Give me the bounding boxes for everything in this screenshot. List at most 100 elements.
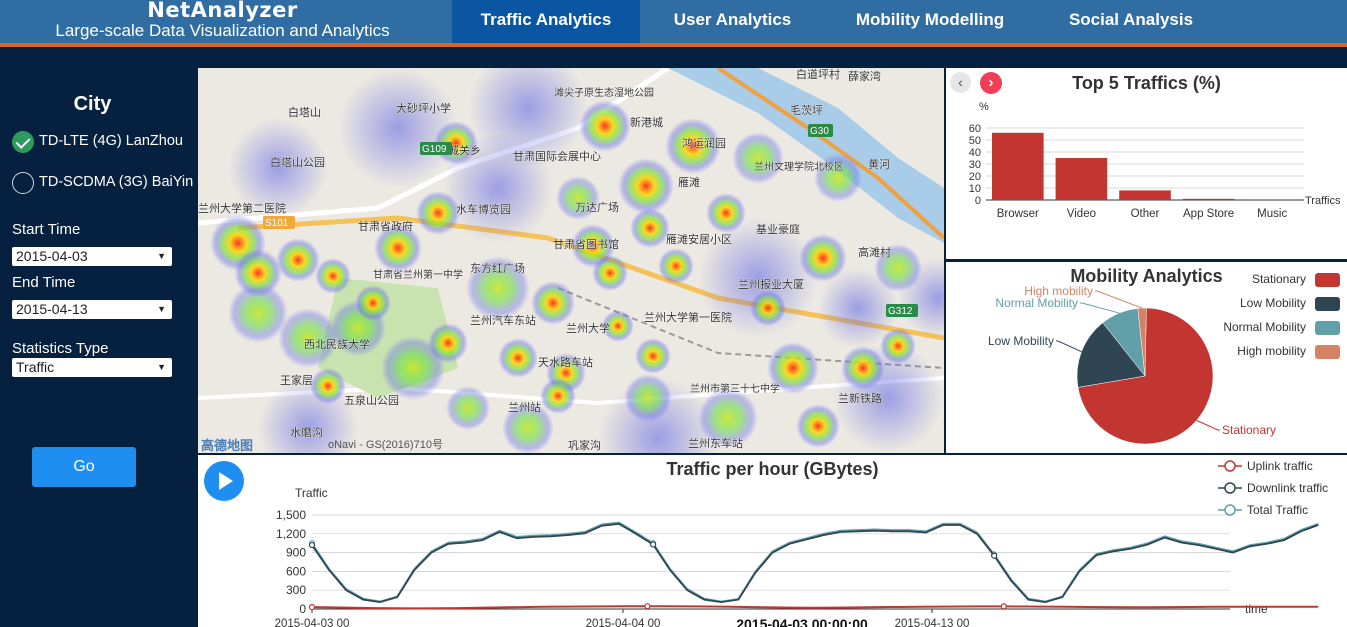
line-y-tick-label: 900 [286, 546, 306, 560]
map-place-label: 滩尖子原生态湿地公园 [554, 86, 654, 99]
pie-slice[interactable] [1077, 307, 1214, 445]
bar[interactable] [1182, 198, 1235, 200]
mobility-panel: Mobility Analytics Stationary Low Mobilit… [946, 262, 1347, 453]
line-series-2[interactable] [311, 521, 1319, 603]
nav-mobility-modelling[interactable]: Mobility Modelling [855, 10, 1005, 29]
heat-spot-hot [540, 378, 576, 414]
bar[interactable] [1055, 158, 1108, 200]
map-place-label: 雁滩安居小区 [666, 232, 732, 246]
line-point[interactable] [308, 541, 316, 549]
chevron-left-icon: ‹ [958, 74, 963, 90]
bar-category-label: App Store [1183, 208, 1234, 220]
end-time-label: End Time [12, 274, 76, 291]
pie-legend-swatch[interactable] [1315, 273, 1340, 287]
bar-category-label: Browser [997, 208, 1039, 220]
bar-chart-title: Top 5 Traffics (%) [1072, 73, 1221, 93]
app-title: NetAnalyzer [147, 0, 298, 22]
next-chart-button[interactable]: › [980, 72, 1002, 94]
road-shield [808, 124, 833, 137]
map-place-label: 兰州市第三十七中学 [690, 382, 780, 395]
heat-spot-hot [579, 100, 631, 152]
heat-spot-cool [818, 268, 898, 348]
map-place-label: 五泉山公园 [344, 393, 399, 407]
end-time-select[interactable]: 2015-04-13 ▼ [12, 300, 172, 319]
heat-spot-hot [658, 248, 694, 284]
line-x-tick-label: 2015-04-13 00 [895, 618, 970, 627]
bar[interactable] [1246, 199, 1298, 200]
bar-y-tick-label: 60 [969, 123, 981, 135]
start-time-select[interactable]: 2015-04-03 ▼ [12, 247, 172, 266]
heat-spot-warm [624, 374, 672, 422]
line-legend-marker [1224, 460, 1236, 472]
line-point[interactable] [308, 604, 316, 611]
start-time-label: Start Time [12, 221, 81, 238]
road-label: G109 [422, 144, 447, 155]
pie-legend-label: Stationary [1252, 272, 1306, 286]
line-point[interactable] [991, 552, 998, 559]
heatmap-map[interactable]: 白道坪村 雁滩 毛茨坪 白塔山 大砂坪小学 滩尖子原生态湿地公园 新港城 鸿运润园 兰州文理学院… [198, 68, 944, 453]
line-point[interactable] [649, 541, 657, 548]
map-place-label: 兰州大学第二医院 [198, 201, 286, 215]
bar[interactable] [1119, 190, 1171, 200]
pie-legend-swatch[interactable] [1315, 297, 1340, 311]
checked-radio-icon[interactable] [12, 131, 34, 153]
line-series-1[interactable] [311, 522, 1319, 604]
heat-spot-warm [502, 402, 554, 453]
bar-x-axis-label: Traffics [1305, 195, 1341, 207]
map-place-label: 薛家湾 [848, 69, 881, 83]
dropdown-arrow-icon: ▼ [157, 304, 166, 314]
nav-user-analytics[interactable]: User Analytics [673, 10, 792, 29]
nav-traffic-analytics[interactable]: Traffic Analytics [452, 0, 640, 43]
map-place-label: 兰州站 [508, 400, 541, 414]
city-option-baiyin[interactable]: TD-SCDMA (3G) BaiYin [12, 171, 198, 195]
nav-social-analysis[interactable]: Social Analysis [1068, 10, 1194, 29]
heat-spot-hot [799, 234, 847, 282]
heat-spot-hot [602, 310, 634, 342]
city-option-lanzhou[interactable]: TD-LTE (4G) LanZhou [12, 130, 198, 154]
map-place-label: 甘肃省政府 [358, 219, 413, 233]
heat-spot-hot [374, 224, 422, 272]
map-place-label: 巩家沟 [568, 438, 601, 452]
pie-slice-label: Normal Mobility [995, 296, 1078, 310]
line-legend-label: Total Traffic [1247, 503, 1308, 517]
pie-chart[interactable]: Stationary Low Mobility Normal MobilityHig… [946, 262, 1347, 453]
pie-legend-label: Low Mobility [1240, 296, 1306, 310]
pie-legend-swatch[interactable] [1315, 345, 1340, 359]
pie-slice-label: High mobility [1024, 284, 1093, 298]
statistics-type-select[interactable]: Traffic ▼ [12, 358, 172, 377]
city-label: TD-SCDMA (3G) BaiYin [39, 174, 194, 190]
bar-y-tick-label: 10 [969, 183, 981, 195]
dropdown-arrow-icon: ▼ [157, 362, 166, 372]
heat-spot-hot [665, 118, 721, 174]
bar-category-label: Video [1067, 208, 1096, 220]
pie-slice[interactable] [1076, 322, 1146, 388]
city-label: TD-LTE (4G) LanZhou [39, 133, 183, 149]
line-y-tick-label: 1,500 [276, 508, 306, 522]
line-point[interactable] [1000, 603, 1007, 610]
prev-chart-button[interactable]: ‹ [950, 72, 971, 93]
heat-spot-warm [556, 176, 600, 220]
line-legend-label: Uplink traffic [1247, 459, 1313, 473]
unchecked-radio-icon[interactable] [12, 172, 34, 194]
line-legend-label: Downlink traffic [1247, 481, 1328, 495]
bar-y-axis-label: % [979, 101, 989, 113]
go-button[interactable]: Go [32, 447, 136, 487]
map-place-label: 兰州大学 [566, 321, 610, 335]
map-place-label: 甘肃省图书馆 [553, 237, 619, 251]
line-series-0[interactable] [311, 605, 1319, 610]
map-watermark: 高德地图 [201, 438, 253, 453]
heat-spot-warm [466, 256, 530, 320]
line-chart[interactable]: Traffic 0 300 600 900 1,200 1,500 time 2015-04-0… [198, 455, 1347, 627]
line-point[interactable] [644, 603, 651, 610]
pie-legend-swatch[interactable] [1315, 321, 1340, 335]
line-y-axis-label: Traffic [295, 486, 328, 500]
line-legend-marker [1224, 504, 1236, 516]
bar-y-tick-label: 30 [969, 159, 981, 171]
bar-category-label: Other [1131, 208, 1160, 220]
play-button[interactable] [204, 461, 244, 501]
map-place-label: 毛茨坪 [790, 103, 823, 117]
bar[interactable] [992, 132, 1044, 200]
road-g30 [716, 68, 944, 240]
